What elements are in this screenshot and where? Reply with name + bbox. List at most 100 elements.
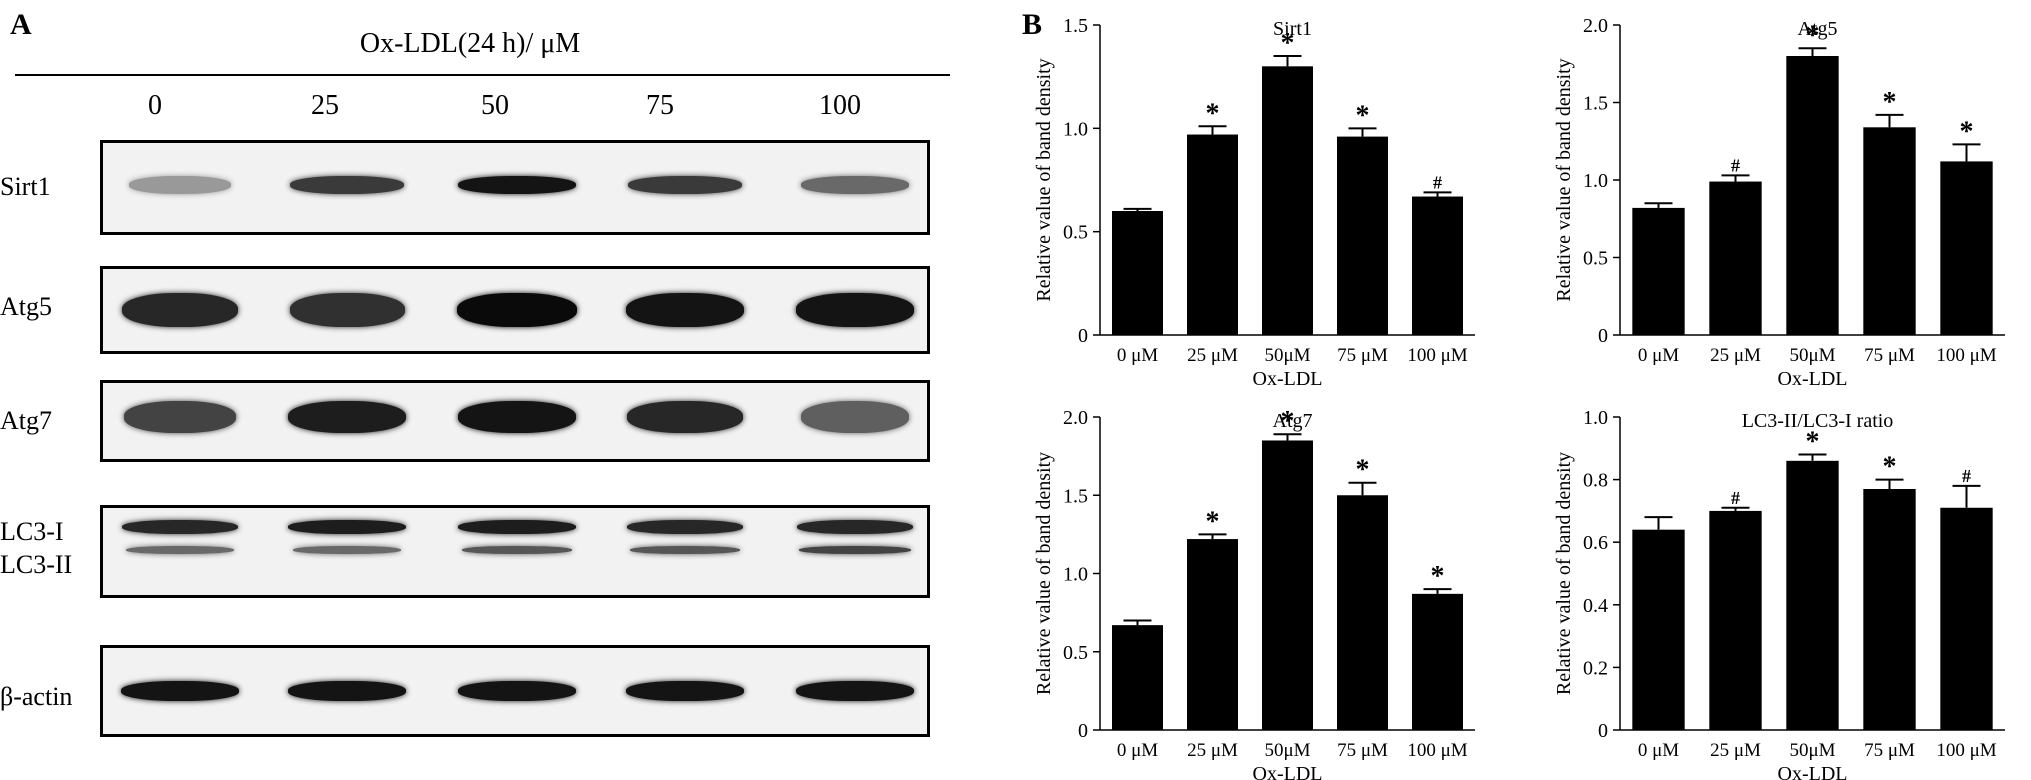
blot-label-lc3-i: LC3-I — [0, 517, 64, 546]
category-label: 50μM — [1789, 345, 1835, 366]
y-tick-label: 0 — [1598, 720, 1608, 742]
band-2-0-lane-2 — [457, 401, 577, 434]
concentration-label-0: 0 — [148, 90, 162, 121]
blot-label-lc3-ii: LC3-II — [0, 550, 73, 579]
blot-label-sirt1: Sirt1 — [0, 172, 51, 201]
chart-title: LC3-II/LC3-I ratio — [1742, 410, 1894, 432]
bar — [1187, 539, 1238, 730]
category-label: 100 μM — [1407, 740, 1467, 761]
category-label: 25 μM — [1710, 740, 1761, 761]
bar — [1863, 127, 1916, 335]
significance-mark: * — [1206, 98, 1220, 129]
chart-title: Atg5 — [1798, 18, 1838, 40]
bar — [1940, 507, 1993, 730]
category-label: 0 μM — [1117, 740, 1158, 761]
title-divider — [15, 74, 950, 76]
bar — [1786, 56, 1839, 335]
y-axis-label: Relative value of band density — [1033, 58, 1055, 301]
y-tick-label: 1.0 — [1063, 118, 1088, 140]
y-tick-label: 1.0 — [1583, 407, 1608, 429]
bar — [1112, 211, 1163, 335]
significance-mark: # — [1962, 466, 1971, 486]
blot-label-atg7: Atg7 — [0, 406, 52, 435]
significance-mark: * — [1806, 20, 1820, 51]
band-2-0-lane-3 — [626, 401, 744, 434]
band-1-0-lane-0 — [121, 293, 239, 327]
concentration-label-25: 25 — [311, 90, 339, 121]
category-label: 75 μM — [1337, 345, 1388, 366]
band-1-0-lane-3 — [625, 293, 745, 327]
category-label: 25 μM — [1187, 740, 1238, 761]
category-label: 75 μM — [1337, 740, 1388, 761]
bar — [1412, 196, 1463, 335]
significance-mark: * — [1431, 561, 1445, 592]
band-0-0-lane-1 — [290, 175, 404, 194]
bar — [1262, 66, 1313, 336]
y-tick-label: 0.8 — [1583, 470, 1608, 492]
significance-mark: * — [1281, 28, 1295, 59]
band-4-0-lane-4 — [795, 681, 915, 701]
significance-mark: * — [1883, 452, 1897, 483]
y-tick-label: 0.6 — [1583, 532, 1608, 554]
bar — [1412, 593, 1463, 730]
chart-atg5: 0 0.5 1.0 1.5 2.0 Atg5 Relative value of band … — [1553, 15, 2005, 385]
band-4-0-lane-3 — [625, 681, 745, 701]
category-label: 100 μM — [1936, 345, 1996, 366]
band-1-0-lane-2 — [457, 293, 577, 327]
y-axis-label: Relative value of band density — [1553, 58, 1575, 301]
band-3-1-lane-2 — [462, 545, 572, 554]
y-tick-label: 1.5 — [1063, 485, 1088, 507]
chart-sirt1: 0 0.5 1.0 1.5 Sirt1 Relative value of band de… — [1033, 15, 1475, 385]
band-3-1-lane-4 — [798, 545, 912, 554]
panel-b-letter: B — [1022, 8, 1043, 41]
band-1-0-lane-4 — [795, 293, 915, 327]
significance-mark: * — [1883, 87, 1897, 118]
bar — [1262, 440, 1313, 730]
band-3-1-lane-1 — [293, 545, 401, 554]
band-0-0-lane-4 — [801, 175, 909, 194]
bar — [1337, 495, 1388, 730]
significance-mark: * — [1356, 100, 1370, 131]
band-4-0-lane-0 — [120, 681, 240, 701]
band-0-0-lane-2 — [457, 175, 577, 194]
bar — [1337, 136, 1388, 335]
y-tick-label: 2.0 — [1583, 15, 1608, 37]
category-label: 50μM — [1789, 740, 1835, 761]
blot-image-lc3 — [100, 505, 930, 598]
y-tick-label: 0.5 — [1583, 248, 1608, 270]
bar — [1632, 529, 1685, 730]
blot-image-atg7 — [100, 380, 930, 462]
blot-image-beta-actin — [100, 645, 930, 737]
band-3-1-lane-3 — [630, 545, 740, 554]
concentration-label-50: 50 — [481, 90, 509, 121]
blot-image-atg5 — [100, 266, 930, 354]
concentration-label-75: 75 — [646, 90, 674, 121]
category-label: 25 μM — [1710, 345, 1761, 366]
chart-title: Atg7 — [1273, 410, 1313, 432]
significance-mark: * — [1281, 406, 1295, 437]
y-axis-label: Relative value of band density — [1033, 452, 1055, 695]
category-label: 0 μM — [1638, 345, 1679, 366]
x-axis-label: Ox-LDL — [1253, 763, 1323, 780]
blot-label-beta-actin: β-actin — [0, 682, 73, 711]
bar — [1632, 207, 1685, 335]
band-4-0-lane-2 — [457, 681, 577, 701]
blot-image-sirt1 — [100, 140, 930, 235]
y-tick-label: 1.0 — [1063, 564, 1088, 586]
category-label: 75 μM — [1864, 740, 1915, 761]
y-tick-label: 0.2 — [1583, 657, 1608, 679]
band-2-0-lane-1 — [288, 401, 406, 434]
band-0-0-lane-0 — [129, 175, 231, 194]
y-axis-label: Relative value of band density — [1553, 452, 1575, 695]
category-label: 100 μM — [1936, 740, 1996, 761]
band-3-1-lane-0 — [126, 545, 234, 554]
category-label: 75 μM — [1864, 345, 1915, 366]
significance-mark: * — [1356, 455, 1370, 486]
category-label: 25 μM — [1187, 345, 1238, 366]
band-3-0-lane-1 — [288, 520, 406, 535]
significance-mark: # — [1731, 155, 1740, 175]
category-label: 100 μM — [1407, 345, 1467, 366]
category-label: 50μM — [1264, 345, 1310, 366]
y-tick-label: 1.5 — [1063, 15, 1088, 37]
blot-label-atg5: Atg5 — [0, 292, 52, 321]
